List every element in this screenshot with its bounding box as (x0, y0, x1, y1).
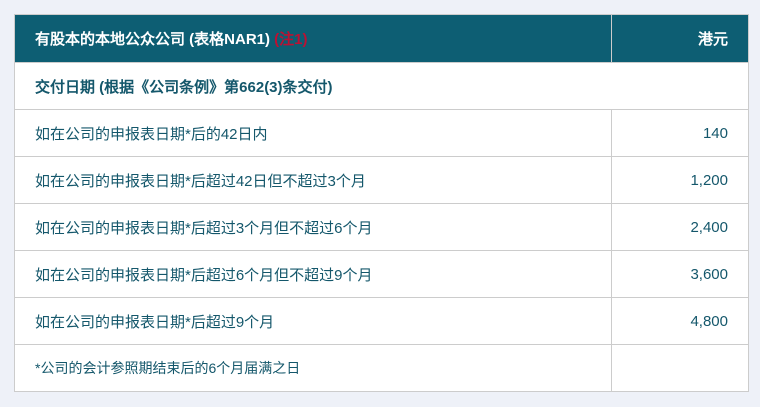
note-1-marker: (注1) (274, 31, 308, 48)
fee-description: 如在公司的申报表日期*后超过9个月 (14, 297, 612, 345)
fee-amount: 4,800 (611, 297, 749, 345)
table-title: 有股本的本地公众公司 (表格NAR1) (35, 31, 275, 48)
footnote-text: *公司的会计参照期结束后的6个月届满之日 (14, 344, 612, 392)
fee-amount: 2,400 (611, 203, 749, 251)
footnote-row: *公司的会计参照期结束后的6个月届满之日 (14, 344, 749, 392)
fee-description: 如在公司的申报表日期*后超过6个月但不超过9个月 (14, 250, 612, 298)
fee-description: 如在公司的申报表日期*后超过3个月但不超过6个月 (14, 203, 612, 251)
table-header-row: 有股本的本地公众公司 (表格NAR1) (注1) 港元 (14, 14, 749, 63)
fee-amount: 140 (611, 109, 749, 157)
fee-description: 如在公司的申报表日期*后的42日内 (14, 109, 612, 157)
table-row: 如在公司的申报表日期*后的42日内 140 (14, 109, 749, 157)
table-row: 如在公司的申报表日期*后超过3个月但不超过6个月 2,400 (14, 203, 749, 251)
delivery-date-subheader: 交付日期 (根据《公司条例》第662(3)条交付) (14, 62, 749, 110)
currency-header-cell: 港元 (611, 14, 749, 63)
table-row: 如在公司的申报表日期*后超过42日但不超过3个月 1,200 (14, 156, 749, 204)
fee-amount: 3,600 (611, 250, 749, 298)
fee-table-container: 有股本的本地公众公司 (表格NAR1) (注1) 港元 交付日期 (根据《公司条… (14, 14, 749, 392)
delivery-date-subheader-row: 交付日期 (根据《公司条例》第662(3)条交付) (14, 62, 749, 110)
fee-description: 如在公司的申报表日期*后超过42日但不超过3个月 (14, 156, 612, 204)
table-title-cell: 有股本的本地公众公司 (表格NAR1) (注1) (14, 14, 612, 63)
table-row: 如在公司的申报表日期*后超过6个月但不超过9个月 3,600 (14, 250, 749, 298)
fee-amount: 1,200 (611, 156, 749, 204)
footnote-empty-cell (611, 344, 749, 392)
table-row: 如在公司的申报表日期*后超过9个月 4,800 (14, 297, 749, 345)
nar1-fee-table: 有股本的本地公众公司 (表格NAR1) (注1) 港元 交付日期 (根据《公司条… (14, 14, 749, 392)
currency-label: 港元 (697, 31, 728, 48)
